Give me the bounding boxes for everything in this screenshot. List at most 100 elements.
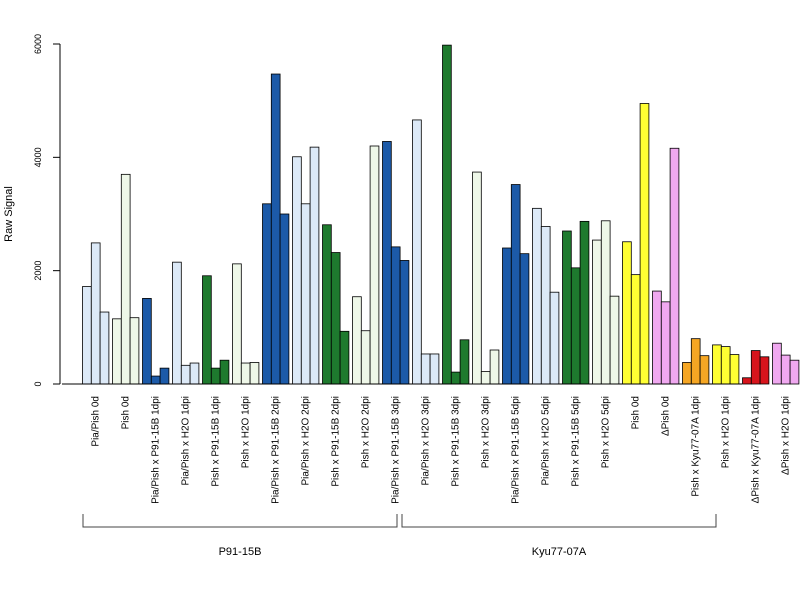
- x-tick-label: Pish 0d: [631, 396, 642, 429]
- bar: [450, 371, 461, 385]
- x-tick-label: ΔPish x H2O 1dpi: [781, 396, 792, 475]
- bar: [759, 356, 770, 385]
- bar: [262, 203, 272, 385]
- x-tick-label: Pish 0d: [121, 396, 132, 429]
- group-brackets: P91-15B Kyu77-07A: [82, 514, 717, 558]
- x-tick-label: ΔPish x Kyu77-07A 1dpi: [751, 396, 762, 503]
- bar: [339, 330, 350, 385]
- bar: [309, 146, 320, 385]
- bar: [519, 253, 530, 385]
- bar: [279, 213, 290, 385]
- bar: [210, 367, 221, 385]
- bar: [322, 224, 332, 385]
- bar: [682, 362, 692, 385]
- y-axis: 0 2000 4000 6000: [33, 34, 61, 387]
- x-tick-label: Pish x P91-15B 2dpi: [331, 396, 342, 487]
- bar: [150, 375, 161, 385]
- x-tick-label: ΔPish 0d: [661, 396, 672, 436]
- bar: [112, 318, 122, 385]
- bar: [90, 242, 101, 385]
- bar: [669, 147, 680, 385]
- x-tick-label: Pish x P91-15B 3dpi: [451, 396, 462, 487]
- bar: [720, 346, 731, 385]
- bar: [592, 239, 602, 385]
- bar: [82, 286, 92, 385]
- x-tick-label: Pia/Pish x H2O 2dpi: [301, 396, 312, 486]
- x-tick-label: Pish x H2O 3dpi: [481, 396, 492, 468]
- bar: [459, 339, 470, 385]
- group-label: P91-15B: [219, 546, 262, 558]
- bar: [630, 274, 641, 385]
- x-tick-label: Pia/Pish x P91-15B 5dpi: [511, 396, 522, 504]
- bar: [609, 295, 620, 385]
- bar: [639, 103, 650, 385]
- bar: [622, 241, 632, 385]
- bar: [780, 354, 791, 385]
- y-axis-label: Raw Signal: [3, 186, 15, 242]
- bar: [159, 367, 170, 385]
- x-tick-label: Pia/Pish x P91-15B 1dpi: [151, 396, 162, 504]
- bar: [352, 296, 362, 385]
- bar: [142, 298, 152, 385]
- x-tick-label: Pish x H2O 2dpi: [361, 396, 372, 468]
- bar: [502, 247, 512, 385]
- x-tick-label: Pish x H2O 1dpi: [241, 396, 252, 468]
- bar: [772, 342, 782, 385]
- bar: [270, 73, 281, 385]
- bar: [562, 230, 572, 385]
- bar: [549, 291, 560, 385]
- bar: [420, 353, 431, 385]
- bar: [390, 246, 401, 385]
- bar: [172, 261, 182, 385]
- bar: [189, 362, 200, 385]
- bar: [489, 349, 500, 385]
- bar: [360, 330, 371, 385]
- x-tick-label: Pia/Pish x P91-15B 2dpi: [271, 396, 282, 504]
- x-tick-label: Pish x P91-15B 1dpi: [211, 396, 222, 487]
- bar: [120, 173, 131, 385]
- x-tick-label: Pish x P91-15B 5dpi: [571, 396, 582, 487]
- bar: [472, 171, 482, 385]
- x-tick-label: Pia/Pish x P91-15B 3dpi: [391, 396, 402, 504]
- bar: [219, 359, 230, 385]
- bar: [232, 263, 242, 385]
- bar: [129, 317, 140, 385]
- y-tick-label: 0: [33, 381, 43, 386]
- bar: [750, 350, 761, 385]
- bar: [729, 354, 740, 385]
- x-tick-label: Pia/Pish x H2O 5dpi: [541, 396, 552, 486]
- bar: [399, 260, 410, 385]
- bar: [99, 311, 110, 385]
- bar: [579, 220, 590, 385]
- bar: [480, 371, 491, 385]
- bar: [249, 362, 260, 385]
- x-tick-label: Pish x H2O 5dpi: [601, 396, 612, 468]
- bar: [240, 362, 251, 385]
- bar: [330, 252, 341, 385]
- group-label: Kyu77-07A: [532, 546, 587, 558]
- bars-layer: [62, 44, 800, 385]
- bar: [532, 207, 542, 385]
- bar: [510, 184, 521, 385]
- x-tick-label: Pia/Pish 0d: [91, 396, 102, 447]
- x-tick-label: Pish x Kyu77-07A 1dpi: [691, 396, 702, 497]
- x-tick-label: Pia/Pish x H2O 3dpi: [421, 396, 432, 486]
- bar: [442, 44, 452, 385]
- bar: [429, 353, 440, 385]
- x-tick-label: Pia/Pish x H2O 1dpi: [181, 396, 192, 486]
- y-tick-label: 4000: [33, 147, 43, 167]
- bar: [652, 290, 662, 385]
- bar: [570, 267, 581, 385]
- bar: [540, 226, 551, 385]
- x-tick-labels: Pia/Pish 0d Pish 0d Pia/Pish x P91-15B 1dp…: [91, 396, 792, 504]
- bar: [690, 338, 701, 385]
- bar: [292, 156, 302, 385]
- bar: [699, 355, 710, 385]
- group-bracket: [401, 514, 717, 528]
- bar: [660, 301, 671, 385]
- bar: [202, 275, 212, 385]
- x-tick-label: Pish x H2O 1dpi: [721, 396, 732, 468]
- bar: [789, 359, 800, 385]
